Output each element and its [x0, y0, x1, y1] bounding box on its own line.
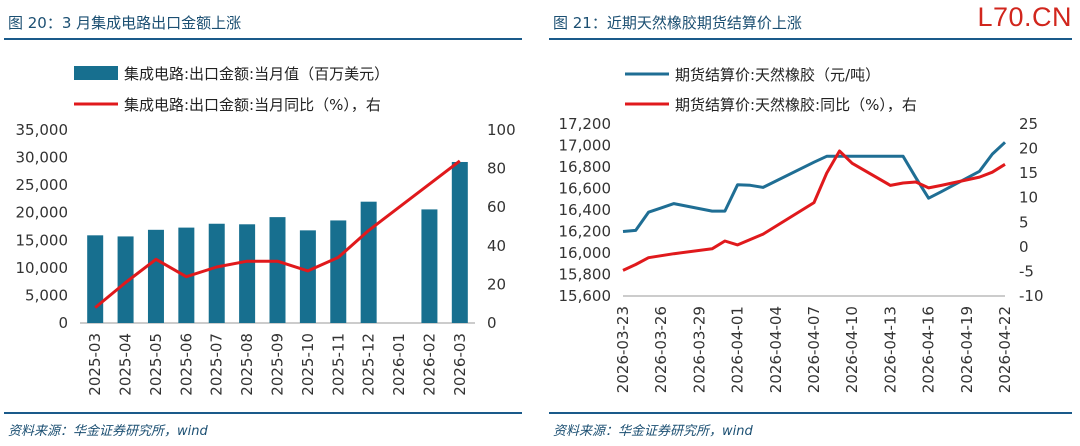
y-left-tick-label: 17,200 — [559, 115, 612, 133]
x-tick-label: 2026-04-07 — [805, 306, 823, 393]
bar-2026-02 — [421, 209, 438, 323]
y-right-tick-label: 80 — [487, 160, 506, 178]
x-tick-label: 2026-04-01 — [729, 306, 747, 393]
bar-2025-04 — [117, 236, 134, 323]
y-left-tick-label: 10,000 — [16, 259, 69, 277]
y-left-tick-label: 30,000 — [16, 149, 69, 167]
x-tick-label: 2026-04-04 — [767, 306, 785, 393]
bar-2025-08 — [239, 224, 256, 323]
figure-21-source: 资料来源：华金证券研究所，wind — [553, 424, 753, 439]
y-left-tick-label: 16,200 — [559, 223, 612, 241]
watermark-logo: L70.CN — [977, 2, 1072, 32]
x-tick-label: 2026-04-10 — [843, 306, 861, 393]
y-left-tick-label: 16,000 — [559, 244, 612, 262]
x-tick-label: 2026-04-19 — [958, 306, 976, 393]
bar-2025-12 — [360, 201, 377, 323]
y-right-tick-label: 5 — [1019, 213, 1029, 231]
series-line-price — [622, 141, 1007, 233]
x-tick-label: 2025-03 — [86, 333, 104, 396]
y-left-tick-label: 25,000 — [16, 176, 69, 194]
bar-2025-10 — [299, 230, 316, 323]
legend-swatch-bar — [74, 66, 118, 80]
legend-label-line: 集成电路:出口金额:当月同比（%），右 — [124, 96, 381, 114]
x-tick-label: 2025-12 — [360, 333, 378, 396]
figure-20-top-rule — [4, 38, 522, 40]
bar-2025-07 — [208, 223, 225, 323]
y-right-tick-label: -5 — [1019, 262, 1034, 280]
x-tick-label: 2025-05 — [147, 333, 165, 396]
y-left-tick-label: 15,000 — [16, 231, 69, 249]
x-tick-label: 2025-06 — [177, 333, 195, 396]
y-left-tick-label: 5,000 — [25, 286, 68, 304]
x-tick-label: 2026-03-26 — [652, 306, 670, 393]
legend-label-yoy: 期货结算价:天然橡胶:同比（%），右 — [675, 96, 917, 114]
figure-21-panel: 图 21：近期天然橡胶期货结算价上涨 期货结算价:天然橡胶（元/吨） 期货结算价:… — [545, 0, 1080, 446]
figure-20-title: 图 20：3 月集成电路出口金额上涨 — [8, 14, 242, 32]
figure-20-panel: 图 20：3 月集成电路出口金额上涨 集成电路:出口金额:当月值（百万美元） 集成… — [0, 0, 530, 446]
x-tick-label: 2026-03-29 — [690, 306, 708, 393]
y-left-tick-label: 15,800 — [559, 266, 612, 284]
x-tick-label: 2026-04-16 — [920, 306, 938, 393]
figure-21-top-rule — [549, 38, 1072, 40]
x-tick-label: 2025-10 — [299, 333, 317, 396]
x-tick-label: 2025-04 — [117, 333, 135, 396]
y-right-tick-label: 20 — [487, 275, 506, 293]
y-left-tick-label: 20,000 — [16, 204, 69, 222]
bar-2025-05 — [147, 229, 164, 323]
y-right-tick-label: 20 — [1019, 140, 1038, 158]
x-tick-label: 2025-09 — [269, 333, 287, 396]
x-tick-label: 2026-02 — [420, 333, 438, 396]
y-right-tick-label: 0 — [487, 314, 497, 332]
legend-label-bar: 集成电路:出口金额:当月值（百万美元） — [124, 65, 389, 83]
figure-20-source: 资料来源：华金证券研究所，wind — [8, 424, 208, 439]
rubber-futures-chart: 期货结算价:天然橡胶（元/吨） 期货结算价:天然橡胶:同比（%），右 15,600 1… — [559, 66, 1044, 393]
y-right-tick-label: 60 — [487, 198, 506, 216]
y-right-tick-label: 40 — [487, 237, 506, 255]
x-tick-label: 2025-11 — [329, 333, 347, 396]
ic-export-chart: 集成电路:出口金额:当月值（百万美元） 集成电路:出口金额:当月同比（%），右 0 5… — [16, 65, 516, 396]
series-line-yoy — [94, 159, 461, 309]
x-tick-label: 2026-03 — [451, 333, 469, 396]
y-left-tick-label: 17,000 — [559, 137, 612, 155]
y-right-tick-label: 10 — [1019, 189, 1038, 207]
y-left-tick-label: 16,600 — [559, 180, 612, 198]
y-left-tick-label: 35,000 — [16, 121, 69, 139]
y-left-tick-label: 16,800 — [559, 158, 612, 176]
x-tick-label: 2026-01 — [390, 333, 408, 396]
y-right-tick-label: -10 — [1019, 287, 1044, 305]
bar-2025-11 — [330, 220, 347, 323]
y-left-tick-label: 16,400 — [559, 201, 612, 219]
y-left-tick-label: 0 — [58, 314, 68, 332]
figure-21-bottom-rule — [549, 412, 1072, 414]
x-tick-label: 2025-07 — [208, 333, 226, 396]
y-right-tick-label: 25 — [1019, 115, 1038, 133]
y-right-tick-label: 15 — [1019, 164, 1038, 182]
bar-2026-03 — [451, 161, 468, 323]
y-left-tick-label: 15,600 — [559, 287, 612, 305]
bar-2025-09 — [269, 217, 286, 323]
x-tick-label: 2026-04-13 — [881, 306, 899, 393]
figure-20-bottom-rule — [4, 412, 522, 414]
legend-label-price: 期货结算价:天然橡胶（元/吨） — [675, 66, 880, 84]
x-tick-label: 2026-03-23 — [614, 306, 632, 393]
figure-21-title: 图 21：近期天然橡胶期货结算价上涨 — [553, 14, 802, 32]
y-right-tick-label: 100 — [487, 121, 516, 139]
series-line-yoy — [622, 149, 1006, 272]
x-tick-label: 2025-08 — [238, 333, 256, 396]
x-tick-label: 2026-04-22 — [996, 306, 1014, 393]
bar-2025-03 — [87, 235, 104, 323]
y-right-tick-label: 0 — [1019, 238, 1029, 256]
